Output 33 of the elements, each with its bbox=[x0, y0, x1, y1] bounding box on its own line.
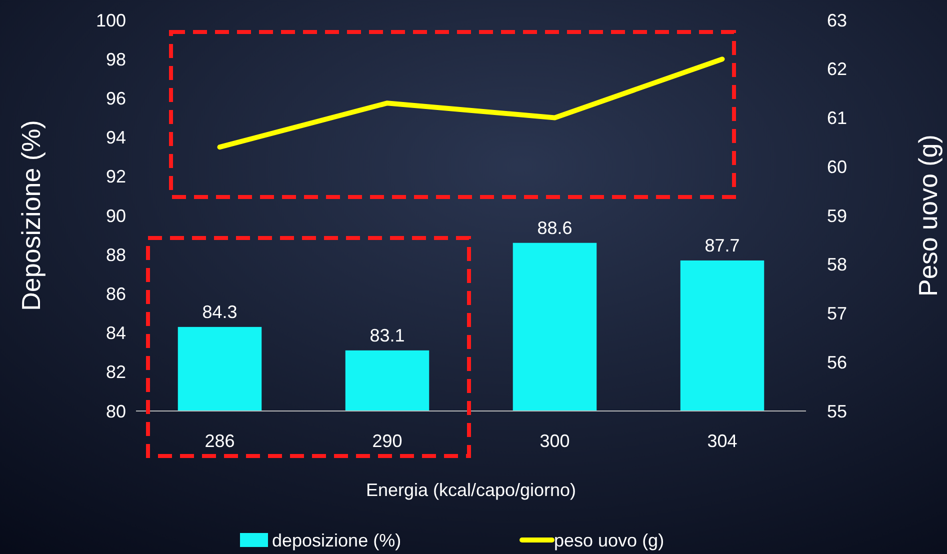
data-label: 83.1 bbox=[370, 325, 405, 346]
y2-tick-label: 61 bbox=[827, 108, 848, 128]
y-tick-label: 100 bbox=[96, 10, 126, 30]
x-tick-label: 286 bbox=[204, 431, 235, 451]
y2-tick-label: 58 bbox=[827, 254, 848, 275]
legend-label: peso uovo (g) bbox=[554, 530, 664, 550]
y2-tick-label: 62 bbox=[827, 59, 848, 80]
y-tick-label: 86 bbox=[106, 284, 126, 304]
y-tick-label: 80 bbox=[106, 401, 126, 422]
y2-tick-label: 56 bbox=[827, 352, 848, 372]
data-label: 88.6 bbox=[537, 218, 572, 238]
y-tick-label: 94 bbox=[106, 128, 126, 148]
x-tick-label: 300 bbox=[540, 431, 570, 451]
x-tick-label: 290 bbox=[372, 431, 402, 451]
x-axis-title: Energia (kcal/capo/giorno) bbox=[366, 480, 576, 500]
y2-tick-label: 60 bbox=[827, 156, 848, 177]
x-tick-label: 304 bbox=[707, 431, 738, 451]
y-tick-label: 98 bbox=[106, 49, 126, 70]
y2-tick-label: 57 bbox=[827, 304, 848, 324]
y-tick-label: 90 bbox=[106, 206, 126, 226]
y-tick-label: 96 bbox=[106, 88, 126, 108]
data-label: 87.7 bbox=[704, 235, 740, 256]
y2-tick-label: 59 bbox=[827, 206, 848, 226]
y2-tick-label: 55 bbox=[827, 401, 848, 422]
legend-label: deposizione (%) bbox=[272, 530, 402, 550]
y2-axis-title: Peso uovo (g) bbox=[913, 134, 943, 296]
y-tick-label: 88 bbox=[106, 244, 126, 265]
y-tick-label: 84 bbox=[106, 323, 126, 344]
data-label: 84.3 bbox=[202, 302, 238, 322]
y-tick-label: 82 bbox=[106, 362, 126, 382]
y2-tick-label: 63 bbox=[827, 10, 848, 30]
y-tick-label: 92 bbox=[106, 166, 126, 187]
y-axis-title: Deposizione (%) bbox=[16, 120, 46, 311]
